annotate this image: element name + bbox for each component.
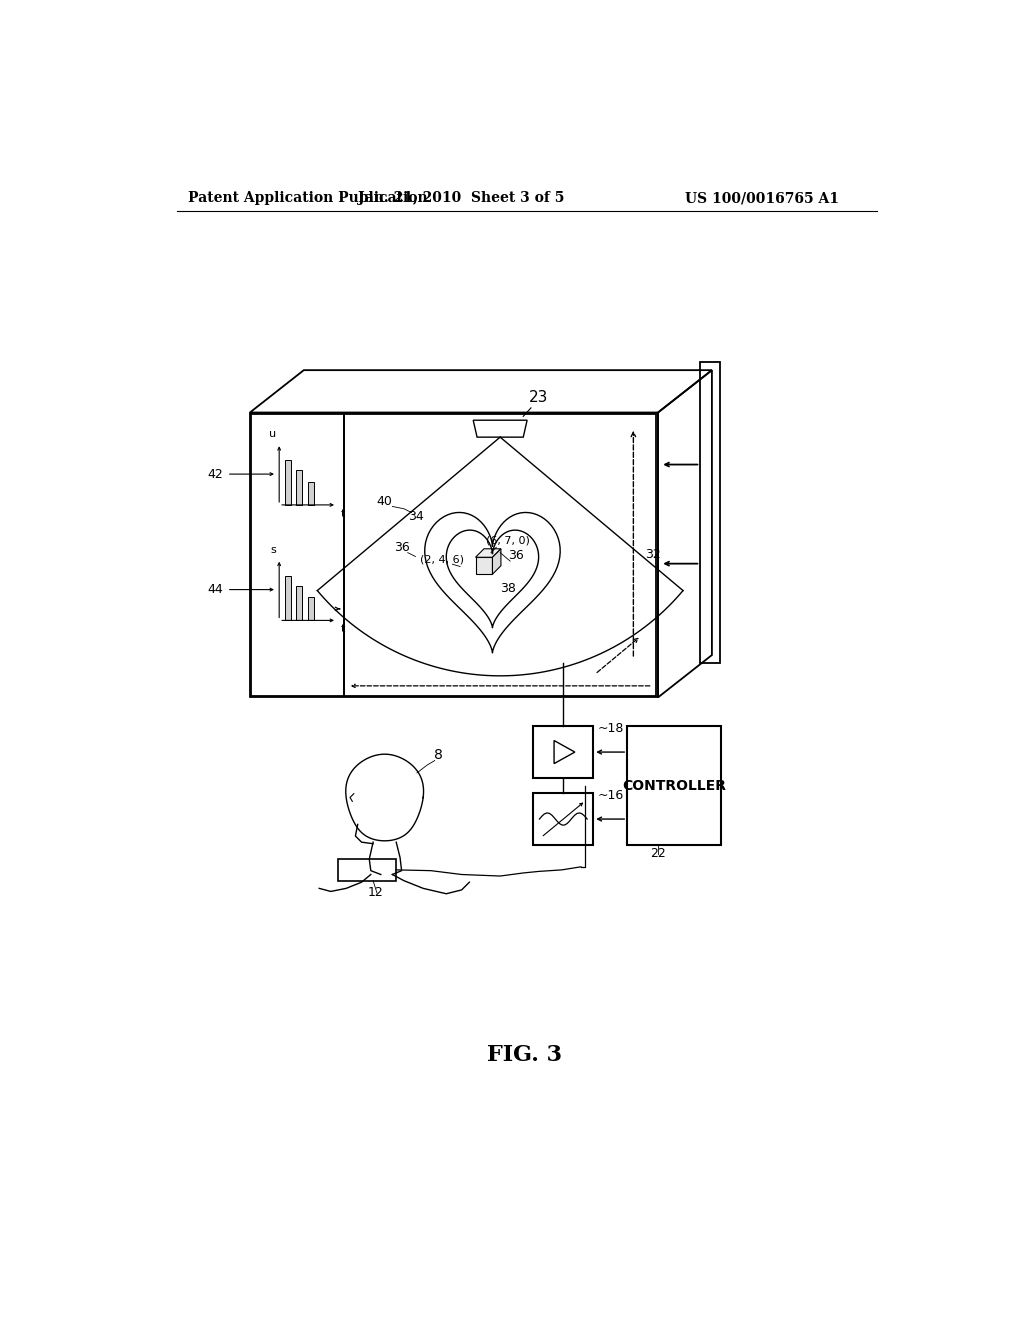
Text: (6, 7, 0): (6, 7, 0) (486, 536, 529, 545)
Text: 8: 8 (434, 748, 443, 762)
Text: s: s (270, 545, 275, 554)
Text: Patent Application Publication: Patent Application Publication (188, 191, 428, 206)
Text: 32: 32 (645, 548, 660, 561)
Text: 44: 44 (208, 583, 223, 597)
Text: 40: 40 (377, 495, 392, 508)
Text: 12: 12 (368, 886, 383, 899)
Polygon shape (286, 461, 292, 506)
Text: u: u (269, 429, 276, 440)
Text: ~16: ~16 (597, 789, 624, 803)
Polygon shape (308, 598, 313, 620)
Text: Jan. 21, 2010  Sheet 3 of 5: Jan. 21, 2010 Sheet 3 of 5 (358, 191, 565, 206)
Polygon shape (286, 576, 292, 620)
Text: US 100/0016765 A1: US 100/0016765 A1 (685, 191, 839, 206)
Text: t: t (341, 624, 345, 634)
Text: 36: 36 (508, 549, 523, 562)
Text: 34: 34 (408, 511, 423, 523)
Text: 22: 22 (650, 847, 666, 859)
Text: 38: 38 (500, 582, 516, 595)
Polygon shape (493, 549, 501, 574)
Polygon shape (296, 470, 302, 506)
Text: 36: 36 (393, 541, 410, 554)
Polygon shape (475, 557, 493, 574)
Polygon shape (475, 549, 501, 557)
Text: FIG. 3: FIG. 3 (487, 1044, 562, 1067)
Polygon shape (296, 586, 302, 620)
Polygon shape (308, 482, 313, 506)
Text: t: t (341, 508, 345, 519)
Text: (2, 4, 6): (2, 4, 6) (421, 554, 465, 565)
Text: CONTROLLER: CONTROLLER (623, 779, 726, 793)
Text: 23: 23 (529, 389, 548, 405)
Text: ~18: ~18 (597, 722, 624, 735)
Text: 42: 42 (208, 467, 223, 480)
